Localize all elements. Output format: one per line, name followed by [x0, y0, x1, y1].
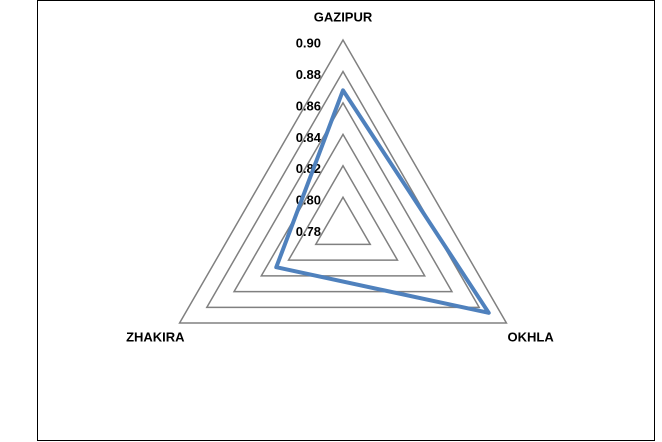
- grid-line: [178, 38, 508, 324]
- tick-label: 0.90: [296, 35, 321, 50]
- category-label: OKHLA: [508, 329, 555, 344]
- grid-line: [232, 101, 454, 293]
- grid-line: [259, 132, 427, 277]
- grid-line: [205, 69, 481, 309]
- chart-frame: [37, 0, 655, 441]
- category-label: GAZIPUR: [314, 9, 373, 24]
- grid-line: [287, 164, 399, 261]
- category-label: ZHAKIRA: [126, 329, 185, 344]
- tick-label: 0.88: [296, 67, 321, 82]
- grid-line: [314, 195, 372, 246]
- series-line: [274, 88, 491, 315]
